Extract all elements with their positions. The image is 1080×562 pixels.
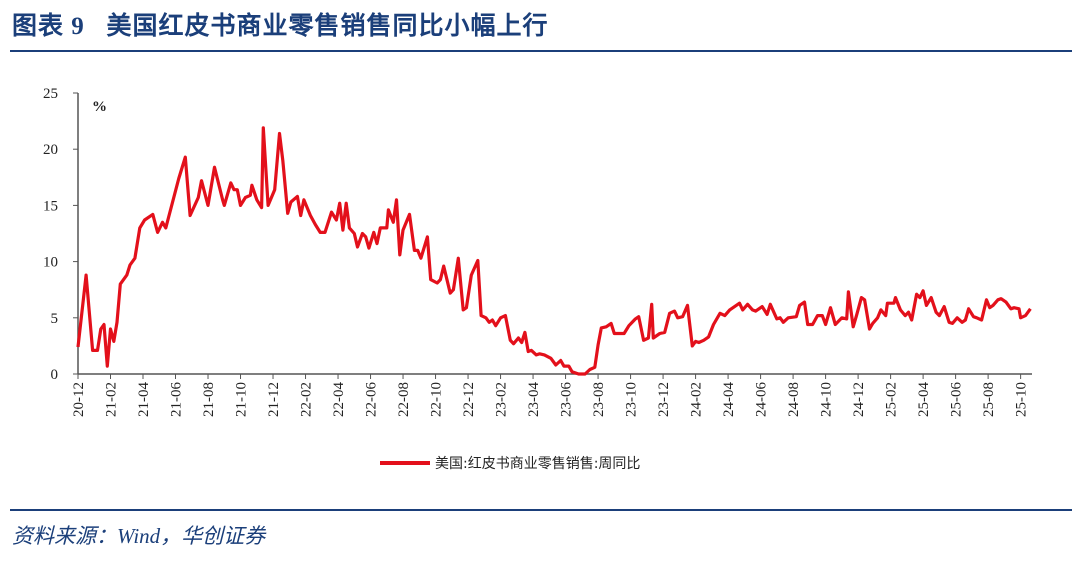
y-tick-label: 10	[43, 255, 58, 271]
x-tick-label: 25-06	[949, 382, 965, 417]
x-tick-label: 22-12	[461, 382, 477, 417]
source-rule	[10, 509, 1072, 511]
x-tick-label: 23-12	[656, 382, 672, 417]
y-axis: 0 5 10 15 20 25	[43, 86, 79, 383]
x-tick-label: 25-04	[916, 382, 932, 417]
x-tick-label: 20-12	[71, 382, 87, 417]
x-tick-label: 24-12	[851, 382, 867, 417]
x-tick-label: 21-02	[104, 382, 120, 417]
x-tick-label: 23-08	[591, 382, 607, 417]
x-tick-label: 21-08	[201, 382, 217, 417]
x-tick-label: 22-10	[429, 382, 445, 417]
x-tick-label: 22-04	[331, 382, 347, 417]
x-tick-label: 25-10	[1014, 382, 1030, 417]
y-tick-label: 0	[51, 367, 59, 383]
x-tick-label: 24-02	[689, 382, 705, 417]
series-line-redbook-yoy	[76, 126, 1032, 376]
title-rule	[10, 50, 1072, 52]
x-tick-label: 25-02	[884, 382, 900, 417]
source-note: 资料来源：Wind，华创证券	[12, 524, 266, 548]
x-tick-label: 21-10	[234, 382, 250, 417]
x-tick-label: 23-10	[624, 382, 640, 417]
figure-title: 图表 9 美国红皮书商业零售销售同比小幅上行	[12, 13, 549, 40]
series-layer	[76, 126, 1032, 376]
x-tick-label: 24-10	[819, 382, 835, 417]
y-unit-label: %	[92, 99, 107, 115]
x-tick-label: 22-02	[299, 382, 315, 417]
x-tick-label: 22-06	[364, 382, 380, 417]
legend-label: 美国:红皮书商业零售销售:周同比	[435, 456, 640, 472]
x-tick-label: 22-08	[396, 382, 412, 417]
y-tick-label: 15	[43, 198, 58, 214]
x-tick-label: 21-06	[169, 382, 185, 417]
y-tick-label: 25	[43, 86, 58, 102]
x-tick-label: 24-04	[721, 382, 737, 417]
x-tick-label: 24-08	[786, 382, 802, 417]
x-tick-label: 23-06	[559, 382, 575, 417]
x-tick-label: 23-04	[526, 382, 542, 417]
x-tick-label: 21-12	[266, 382, 282, 417]
x-tick-label: 21-04	[136, 382, 152, 417]
x-tick-label: 23-02	[494, 382, 510, 417]
y-tick-label: 20	[43, 142, 58, 158]
y-tick-label: 5	[51, 311, 59, 327]
x-axis: 20-12 21-02 21-04 21-06 21-08 21-10 21-12 22-02…	[71, 373, 1032, 417]
x-tick-label: 25-08	[981, 382, 997, 417]
x-tick-label: 24-06	[754, 382, 770, 417]
